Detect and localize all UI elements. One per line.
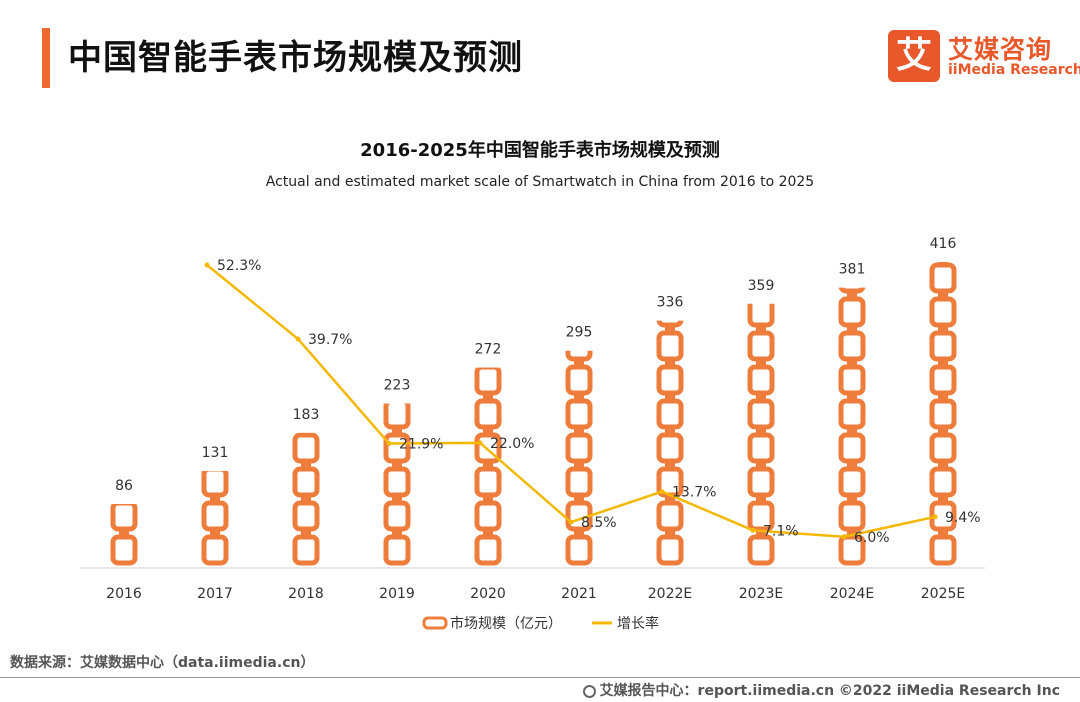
footer-text: 艾媒报告中心：report.iimedia.cn ©2022 iiMedia R… [599, 683, 1060, 699]
x-tick-2025E: 2025E [921, 586, 965, 602]
x-tick-2021: 2021 [561, 586, 597, 602]
bar-label-2023E: 359 [748, 278, 775, 294]
growth-label-2017: 52.3% [217, 258, 261, 274]
growth-point-2024E [841, 534, 847, 540]
legend-bar-label: 市场规模（亿元） [450, 615, 562, 632]
bar-2020 [474, 367, 502, 566]
x-tick-2016: 2016 [106, 586, 142, 602]
bar-2016 [110, 503, 138, 566]
x-tick-2023E: 2023E [739, 586, 783, 602]
bar-label-2017: 131 [202, 445, 229, 461]
bar-2023E [747, 303, 775, 566]
bar-label-2016: 86 [115, 478, 133, 494]
growth-label-2022E: 13.7% [672, 485, 716, 501]
x-tick-2020: 2020 [470, 586, 506, 602]
bar-label-2022E: 336 [657, 295, 684, 311]
growth-label-2024E: 6.0% [854, 530, 890, 546]
legend-line-label: 增长率 [617, 615, 659, 632]
growth-label-2019: 21.9% [399, 436, 443, 452]
x-tick-2019: 2019 [379, 586, 415, 602]
bar-2017 [201, 470, 229, 566]
brand-logo: 艾 艾媒咨询 iiMedia Research [888, 30, 1080, 82]
growth-point-2019 [386, 440, 392, 446]
bar-label-2025E: 416 [930, 236, 957, 252]
growth-point-2022E [659, 489, 665, 495]
footer-divider [0, 677, 1080, 678]
growth-point-2023E [750, 527, 756, 533]
bar-2022E [656, 320, 684, 566]
footer-credit: 艾媒报告中心：report.iimedia.cn ©2022 iiMedia R… [582, 680, 1060, 700]
growth-point-2025E [932, 514, 938, 520]
bar-2025E [929, 262, 957, 566]
legend-bar-swatch [422, 616, 448, 630]
title-accent-bar [42, 28, 50, 88]
x-tick-2017: 2017 [197, 586, 233, 602]
chart-subtitle: Actual and estimated market scale of Sma… [266, 174, 814, 190]
market-chart: 2016-2025年中国智能手表市场规模及预测 Actual and estima… [80, 139, 985, 632]
growth-point-2017 [204, 262, 210, 268]
growth-point-2021 [568, 519, 574, 525]
bar-label-2019: 223 [384, 378, 411, 394]
growth-label-2025E: 9.4% [945, 510, 981, 526]
bar-2021 [565, 350, 593, 566]
bar-2019 [383, 403, 411, 566]
bar-label-2021: 295 [566, 325, 593, 341]
page-title: 中国智能手表市场规模及预测 [68, 38, 523, 78]
growth-point-2018 [295, 336, 301, 342]
bar-2024E [838, 287, 866, 566]
bar-2018 [292, 432, 320, 566]
growth-label-2023E: 7.1% [763, 523, 799, 539]
bar-label-2018: 183 [293, 407, 320, 423]
x-tick-2024E: 2024E [830, 586, 874, 602]
data-source-note: 数据来源：艾媒数据中心（data.iimedia.cn） [10, 655, 315, 671]
x-tick-2022E: 2022E [648, 586, 692, 602]
globe-icon [582, 685, 596, 698]
chart-title: 2016-2025年中国智能手表市场规模及预测 [360, 139, 720, 161]
bar-label-2024E: 381 [839, 262, 866, 278]
logo-mark-icon: 艾 [888, 30, 940, 82]
bar-label-2020: 272 [475, 342, 502, 358]
legend [422, 616, 612, 630]
growth-point-2020 [477, 440, 483, 446]
growth-label-2020: 22.0% [490, 436, 534, 452]
growth-label-2018: 39.7% [308, 332, 352, 348]
logo-name-en: iiMedia Research [948, 62, 1080, 78]
logo-name-cn: 艾媒咨询 [948, 35, 1053, 64]
x-tick-2018: 2018 [288, 586, 324, 602]
growth-label-2021: 8.5% [581, 515, 617, 531]
